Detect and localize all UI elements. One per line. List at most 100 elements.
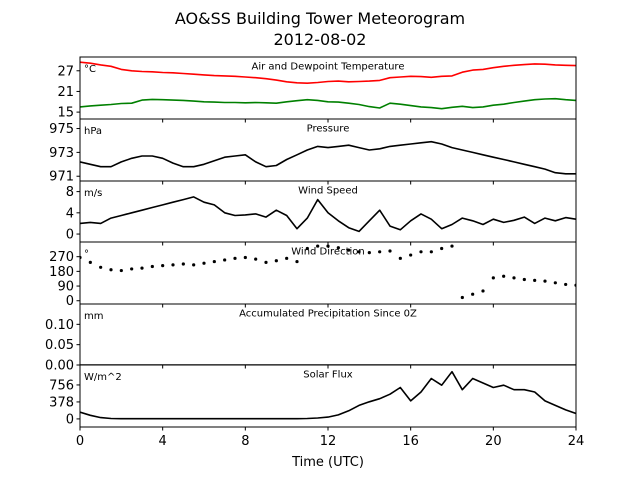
data-point bbox=[347, 248, 351, 252]
y-tick-label: 270 bbox=[49, 250, 74, 265]
data-point bbox=[419, 250, 423, 254]
data-point bbox=[388, 249, 392, 253]
y-tick-label: 0 bbox=[66, 294, 74, 309]
series-line-1 bbox=[80, 196, 576, 233]
data-point bbox=[150, 264, 154, 269]
panel-6: 0 378 756 W/m^2 Solar Flux 0 4 8 12 16 20 24 Time (U… bbox=[49, 364, 585, 470]
y-tick-label: 8 bbox=[66, 185, 74, 200]
y-tick-label: 15 bbox=[57, 106, 74, 121]
panel-unit-label: W/m^2 bbox=[84, 372, 122, 383]
data-point bbox=[316, 244, 320, 248]
panel-title: Air and Dewpoint Temperature bbox=[252, 62, 405, 73]
x-tick-label: 16 bbox=[402, 434, 419, 449]
data-point bbox=[357, 250, 361, 254]
series-line-2 bbox=[80, 97, 576, 110]
data-point bbox=[564, 282, 568, 287]
series-line-1 bbox=[80, 140, 576, 175]
data-point bbox=[367, 251, 371, 255]
y-tick-label: 971 bbox=[49, 170, 74, 185]
y-tick-label: 975 bbox=[49, 122, 74, 137]
data-point bbox=[512, 276, 516, 280]
data-point bbox=[378, 250, 382, 254]
y-tick-label: 0 bbox=[66, 228, 74, 243]
series-line-1 bbox=[80, 61, 576, 84]
data-point bbox=[274, 259, 278, 263]
data-point bbox=[233, 256, 237, 260]
data-point bbox=[264, 260, 268, 264]
data-point bbox=[88, 260, 92, 264]
data-point bbox=[140, 266, 144, 270]
data-point bbox=[553, 281, 557, 285]
x-tick-label: 12 bbox=[320, 434, 337, 449]
panel-unit-label: hPa bbox=[84, 126, 102, 137]
panel-unit-label: m/s bbox=[84, 188, 102, 199]
data-point bbox=[243, 255, 247, 260]
y-tick-label: 0 bbox=[66, 412, 74, 427]
y-tick-label: 21 bbox=[57, 85, 74, 100]
data-point bbox=[254, 257, 258, 261]
data-point bbox=[192, 263, 196, 267]
y-tick-label: 973 bbox=[49, 146, 74, 161]
panel-title: Accumulated Precipitation Since 0Z bbox=[239, 309, 417, 320]
series-line-1 bbox=[80, 370, 576, 420]
panel-3: 0 4 8 m/s Wind Speed bbox=[66, 180, 577, 246]
data-point bbox=[161, 264, 165, 268]
data-point bbox=[471, 292, 475, 296]
series-1 bbox=[80, 244, 576, 300]
data-point bbox=[305, 246, 309, 251]
panel-5: 0.00 0.05 0.10 mm Accumulated Precipitation … bbox=[45, 303, 577, 374]
panel-unit-label: ° bbox=[84, 249, 89, 260]
panel-title: Wind Speed bbox=[298, 186, 358, 197]
data-point bbox=[460, 295, 464, 300]
data-point bbox=[502, 274, 506, 278]
panel-1: 15 21 27 °C Air and Dewpoint Temperature bbox=[57, 56, 577, 123]
y-tick-label: 0.05 bbox=[45, 338, 74, 353]
data-point bbox=[212, 259, 216, 264]
data-point bbox=[202, 261, 206, 265]
data-point bbox=[336, 246, 340, 250]
data-point bbox=[99, 265, 103, 269]
data-point bbox=[429, 250, 433, 254]
data-point bbox=[285, 256, 289, 260]
x-tick-label: 8 bbox=[241, 434, 249, 449]
data-point bbox=[181, 262, 185, 266]
data-point bbox=[119, 268, 123, 273]
y-tick-label: 180 bbox=[49, 265, 74, 280]
data-point bbox=[450, 244, 454, 248]
y-tick-label: 0.00 bbox=[45, 359, 74, 374]
data-point bbox=[295, 259, 299, 264]
figure-title: AO&SS Building Tower Meteorogram bbox=[175, 9, 465, 28]
panel-title: Pressure bbox=[307, 124, 350, 135]
data-point bbox=[409, 253, 413, 257]
data-point bbox=[491, 276, 495, 280]
y-tick-label: 0.10 bbox=[45, 318, 74, 333]
panel-title: Wind Direction bbox=[291, 247, 365, 258]
data-point bbox=[398, 256, 402, 260]
panel-unit-label: °C bbox=[84, 64, 96, 75]
data-point bbox=[109, 268, 113, 272]
y-tick-label: 27 bbox=[57, 64, 74, 79]
x-tick-label: 0 bbox=[76, 434, 84, 449]
panel-title: Solar Flux bbox=[303, 370, 353, 381]
data-point bbox=[223, 258, 227, 262]
data-point bbox=[130, 267, 134, 271]
data-point bbox=[171, 263, 175, 267]
panel-2: 971 973 975 hPa Pressure bbox=[49, 118, 577, 185]
x-axis-label: Time (UTC) bbox=[291, 455, 364, 470]
y-tick-label: 756 bbox=[49, 378, 74, 393]
x-tick-label: 20 bbox=[485, 434, 502, 449]
data-point bbox=[533, 278, 537, 282]
x-tick-label: 4 bbox=[159, 434, 167, 449]
data-point bbox=[326, 244, 330, 248]
y-tick-label: 378 bbox=[49, 395, 74, 410]
y-tick-label: 90 bbox=[57, 280, 74, 295]
panel-unit-label: mm bbox=[84, 311, 103, 322]
y-tick-label: 4 bbox=[66, 206, 74, 221]
data-point bbox=[481, 289, 485, 293]
data-point bbox=[522, 277, 526, 282]
x-tick-label: 24 bbox=[568, 434, 585, 449]
figure-subtitle: 2012-08-02 bbox=[274, 30, 367, 49]
